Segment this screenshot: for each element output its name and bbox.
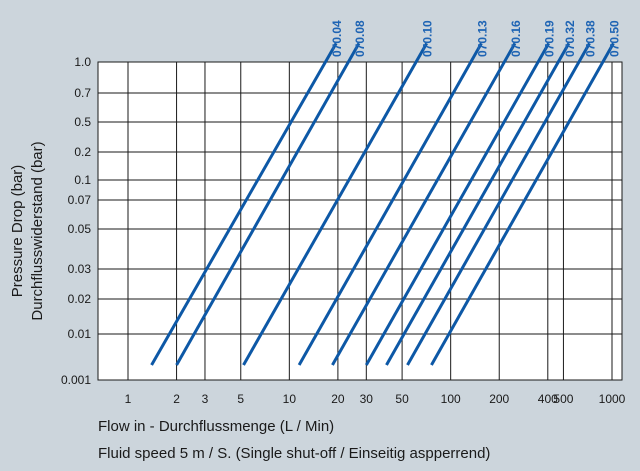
- series-line-070.38: [406, 42, 591, 366]
- series-label-070.16: 070.16: [509, 20, 523, 57]
- series-label-070.19: 070.19: [543, 20, 557, 57]
- series-line-070.19: [365, 42, 550, 366]
- y-axis-label: Pressure Drop (bar): [9, 165, 26, 298]
- y-tick-0.05: 0.05: [68, 222, 92, 236]
- series-labels: 070.04 070.08 070.10 070.13 070.16 070.19 070.…: [330, 20, 621, 57]
- x-tick-2: 2: [173, 392, 180, 406]
- x-tick-20: 20: [331, 392, 345, 406]
- series-line-070.50: [430, 42, 615, 366]
- series-line-070.16: [331, 42, 517, 366]
- y-tick-labels: 0.001 0.01 0.02 0.03 0.05 0.07 0.1 0.2 0.5 0.7 1.0: [61, 55, 91, 387]
- y-tick-0.5: 0.5: [74, 115, 91, 129]
- x-axis-sublabel: Fluid speed 5 m / S. (Single shut-off / …: [98, 445, 490, 462]
- x-tick-50: 50: [395, 392, 409, 406]
- x-axis-label: Flow in - Durchflussmenge (L / Min): [98, 418, 334, 435]
- series-label-070.04: 070.04: [330, 20, 344, 57]
- series-label-070.08: 070.08: [353, 20, 367, 57]
- series-label-070.10: 070.10: [421, 20, 435, 57]
- series-label-070.13: 070.13: [475, 20, 489, 57]
- x-tick-30: 30: [360, 392, 374, 406]
- x-tick-5: 5: [237, 392, 244, 406]
- y-tick-0.02: 0.02: [68, 292, 92, 306]
- y-axis-sublabel: Durchflusswiderstand (bar): [29, 141, 46, 320]
- x-tick-200: 200: [489, 392, 509, 406]
- y-tick-0.001: 0.001: [61, 373, 91, 387]
- x-tick-100: 100: [441, 392, 461, 406]
- series-line-070.13: [297, 42, 483, 366]
- y-tick-0.7: 0.7: [74, 86, 91, 100]
- x-tick-1: 1: [125, 392, 132, 406]
- series-line-070.04: [150, 42, 338, 366]
- series-label-070.50: 070.50: [607, 20, 621, 57]
- series-line-070.32: [385, 42, 571, 366]
- y-tick-1.0: 1.0: [74, 55, 91, 69]
- y-tick-0.07: 0.07: [68, 193, 92, 207]
- series-label-070.32: 070.32: [563, 20, 577, 57]
- series-line-070.08: [175, 42, 361, 366]
- series-label-070.38: 070.38: [583, 20, 597, 57]
- y-tick-0.2: 0.2: [74, 145, 91, 159]
- x-tick-1000: 1000: [599, 392, 626, 406]
- vertical-gridlines: [127, 62, 613, 380]
- series-lines: [150, 42, 615, 366]
- x-tick-3: 3: [202, 392, 209, 406]
- y-tick-0.01: 0.01: [68, 327, 92, 341]
- x-tick-10: 10: [283, 392, 297, 406]
- plot-area: [97, 61, 623, 381]
- y-tick-0.03: 0.03: [68, 262, 92, 276]
- x-tick-500: 500: [553, 392, 573, 406]
- series-line-070.10: [242, 42, 428, 366]
- x-tick-400: 400: [538, 392, 558, 406]
- y-tick-0.1: 0.1: [74, 173, 91, 187]
